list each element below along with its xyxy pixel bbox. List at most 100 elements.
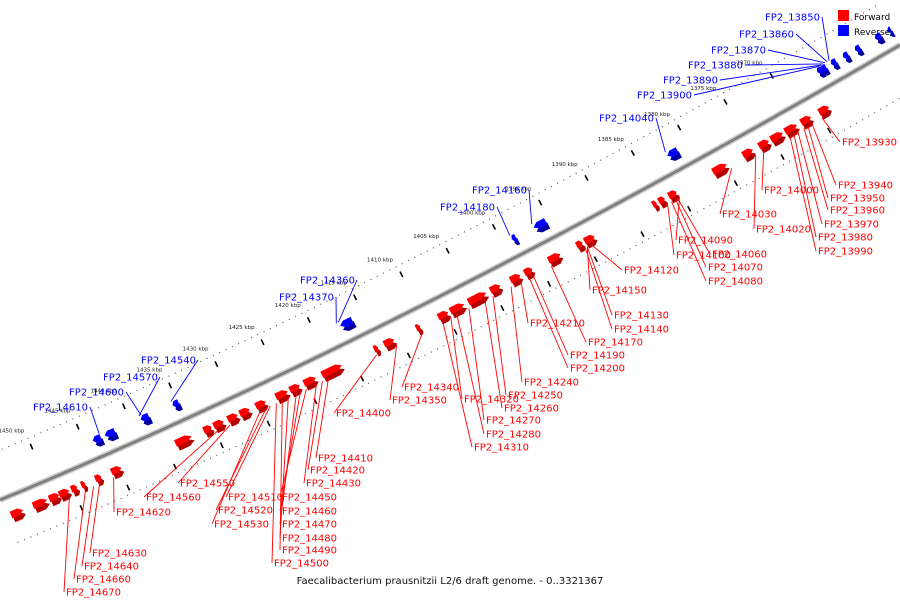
tick-label: 1420 kbp: [275, 303, 301, 309]
gene-label: FP2_14550: [180, 479, 235, 490]
gene-label: FP2_14470: [282, 520, 337, 531]
forward-gene-arrow: [651, 200, 657, 208]
tick-label: 1375 kbp: [690, 86, 716, 92]
gene-label: FP2_14500: [274, 559, 329, 570]
tick-mark: [215, 361, 218, 366]
gene-label: FP2_14490: [282, 546, 337, 557]
tick-mark: [539, 200, 542, 205]
forward-legend-label: Forward: [854, 13, 890, 23]
tick-mark: [400, 272, 403, 277]
tick-mark: [169, 383, 171, 388]
tick-label: 1385 kbp: [598, 137, 624, 143]
inner-tick-mark: [688, 206, 691, 211]
label-leader-line: [90, 484, 100, 553]
label-leader-line: [533, 275, 568, 355]
label-leader-line: [316, 378, 328, 458]
reverse-gene-arrow: [511, 234, 517, 242]
inner-tick-mark: [221, 443, 224, 448]
tick-mark: [724, 99, 727, 104]
inner-tick-mark: [127, 485, 129, 490]
gene-label: FP2_13870: [711, 46, 766, 57]
label-leader-line: [126, 392, 141, 415]
gene-label: FP2_13860: [739, 30, 794, 41]
label-leader-line: [497, 207, 510, 236]
gene-label: FP2_14070: [708, 263, 763, 274]
gene-label: FP2_14450: [282, 493, 337, 504]
tick-mark: [585, 175, 588, 180]
gene-label: FP2_14460: [282, 507, 337, 518]
gene-label: FP2_14530: [214, 520, 269, 531]
gene-label: FP2_14350: [392, 396, 447, 407]
gene-label: FP2_14120: [624, 266, 679, 277]
label-leader-line: [280, 389, 306, 497]
gene-label: FP2_14400: [336, 409, 391, 420]
forward-gene-arrow: [80, 481, 85, 489]
label-leader-line: [334, 355, 377, 413]
reverse-legend-label: Reverse: [854, 28, 891, 38]
gene-label: FP2_14600: [69, 388, 124, 399]
label-leader-line: [178, 425, 230, 483]
gene-label: FP2_14610: [33, 403, 88, 414]
gene-label: FP2_13950: [830, 194, 885, 205]
label-leader-line: [485, 300, 502, 408]
gene-label: FP2_14280: [486, 430, 541, 441]
label-leader-line: [521, 282, 528, 323]
tick-label: 1450 kbp: [0, 428, 25, 434]
gene-label: FP2_14020: [756, 225, 811, 236]
label-leader-line: [402, 332, 423, 387]
gene-label: FP2_14570: [103, 373, 158, 384]
label-leader-line: [90, 407, 99, 434]
gene-label: FP2_14640: [84, 562, 139, 573]
gene-label: FP2_13940: [838, 181, 893, 192]
tick-mark: [493, 224, 496, 229]
inner-tick-mark: [501, 305, 504, 310]
gene-label: FP2_14040: [599, 114, 654, 125]
gene-label: FP2_14420: [310, 466, 365, 477]
gene-label: FP2_14430: [306, 479, 361, 490]
gene-label: FP2_14190: [570, 351, 625, 362]
gene-label: FP2_13970: [824, 220, 879, 231]
tick-mark: [123, 404, 125, 409]
genome-caption: Faecalibacterium prausnitzii L2/6 draft …: [0, 576, 900, 587]
gene-label: FP2_14320: [464, 395, 519, 406]
label-leader-line: [272, 403, 276, 563]
label-leader-line: [493, 296, 506, 395]
gene-label: FP2_14100: [676, 251, 731, 262]
forward-gene-arrow: [372, 345, 378, 353]
label-leader-line: [667, 204, 674, 255]
inner-tick-mark: [594, 257, 597, 262]
inner-tick-mark: [267, 421, 270, 426]
gene-label: FP2_13960: [830, 206, 885, 217]
inner-tick-mark: [641, 232, 644, 237]
inner-tick-mark: [734, 180, 737, 185]
gene-label: FP2_13930: [842, 138, 897, 149]
label-leader-line: [762, 150, 764, 190]
gene-label: FP2_14240: [524, 378, 579, 389]
gene-label: FP2_14410: [318, 454, 373, 465]
tick-mark: [30, 444, 32, 450]
inner-tick-mark: [80, 505, 82, 511]
tick-mark: [678, 125, 681, 130]
inner-tick-mark: [548, 281, 551, 286]
gene-label: FP2_14210: [530, 319, 585, 330]
gene-label: FP2_14160: [472, 186, 527, 197]
forward-gene-arrow: [414, 324, 420, 332]
inner-tick-mark: [781, 154, 784, 159]
gene-label: FP2_13990: [818, 247, 873, 258]
gene-label: FP2_13850: [765, 13, 820, 24]
tick-mark: [446, 248, 449, 253]
gene-label: FP2_13890: [663, 76, 718, 87]
gene-label: FP2_14360: [300, 276, 355, 287]
label-leader-line: [587, 247, 612, 315]
tick-label: 1425 kbp: [229, 325, 255, 331]
gene-label: FP2_14370: [279, 293, 334, 304]
tick-label: 1410 kbp: [367, 257, 393, 263]
gene-label: FP2_14000: [764, 186, 819, 197]
inner-tick-mark: [361, 376, 364, 381]
label-leader-line: [457, 315, 484, 434]
gene-label: FP2_13880: [688, 61, 743, 72]
gene-label: FP2_14140: [614, 325, 669, 336]
inner-tick-mark: [454, 329, 457, 334]
gene-label: FP2_14150: [592, 286, 647, 297]
